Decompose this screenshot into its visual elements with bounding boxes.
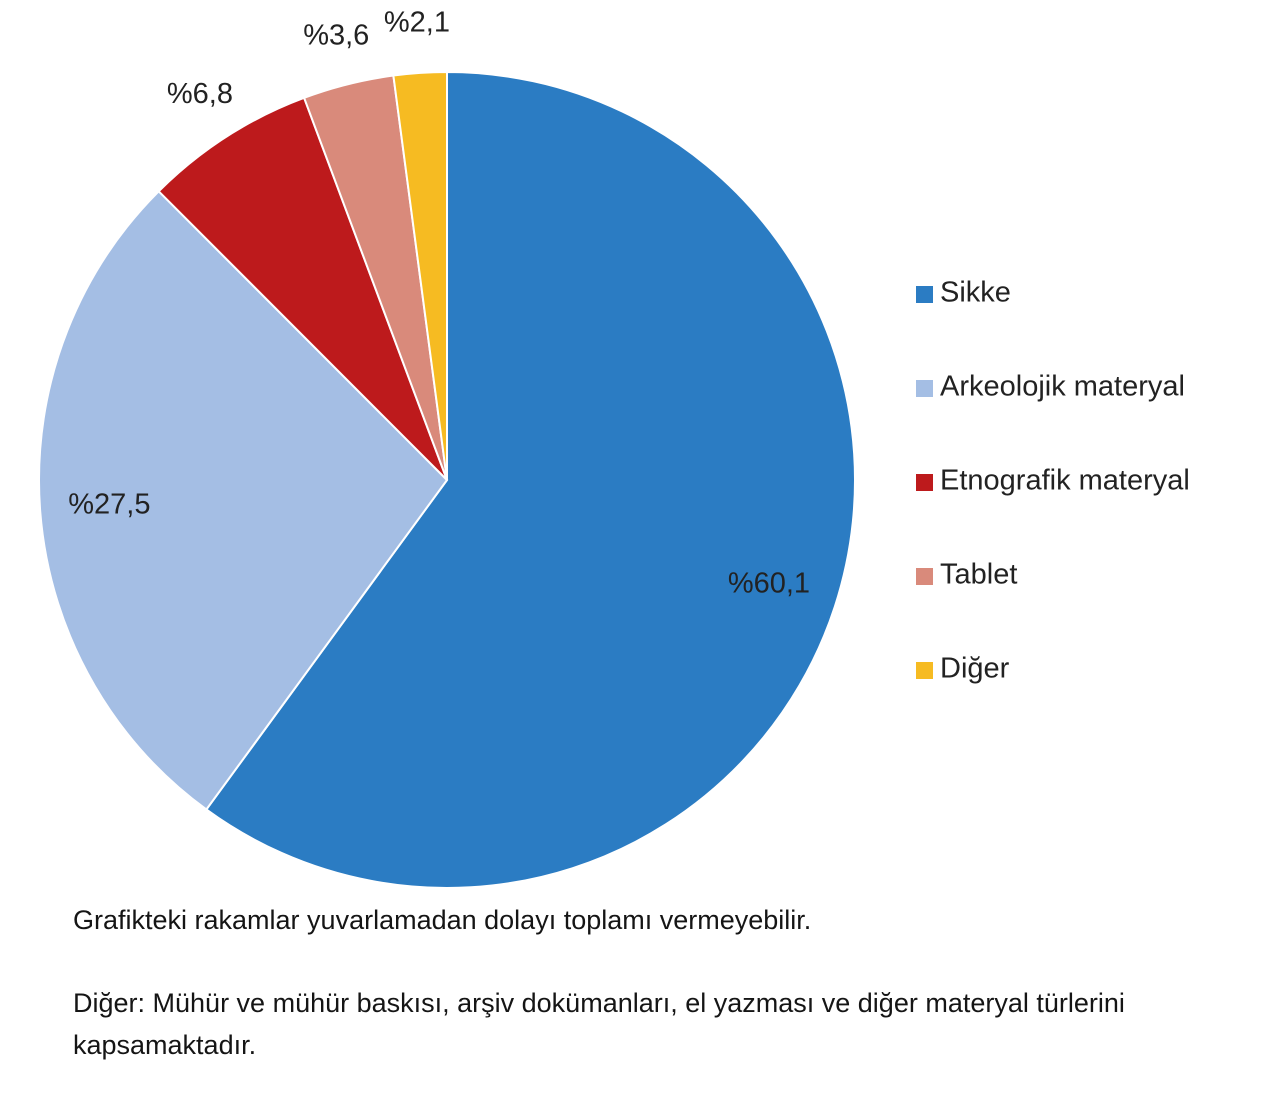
legend-label: Etnografik materyal [940,465,1190,497]
legend-label: Tablet [940,559,1017,591]
legend-swatch [916,286,933,303]
footnote: Grafikteki rakamlar yuvarlamadan dolayı … [73,905,812,935]
legend-swatch [916,568,933,585]
footnote: Diğer: Mühür ve mühür baskısı, arşiv dok… [73,988,1125,1060]
chart: %60,1 %27,5 %6,8 %3,6 %2,1 Sikke Arkeolojik ma… [38,7,1190,889]
legend-swatch [916,474,933,491]
data-label: %60,1 [728,568,810,600]
legend-swatch [916,380,933,397]
legend-label: Diğer [940,653,1010,685]
data-label: %6,8 [167,78,233,110]
data-label: %3,6 [303,19,369,51]
pie-slice [204,70,856,889]
data-label: %2,1 [384,7,450,39]
legend-label: Arkeolojik materyal [940,371,1185,403]
legend-label: Sikke [940,277,1011,309]
pie-slice [157,96,448,481]
pie-slice [38,189,449,811]
legend-swatch [916,662,933,679]
data-label: %27,5 [68,489,150,521]
pie-slice [392,70,448,481]
